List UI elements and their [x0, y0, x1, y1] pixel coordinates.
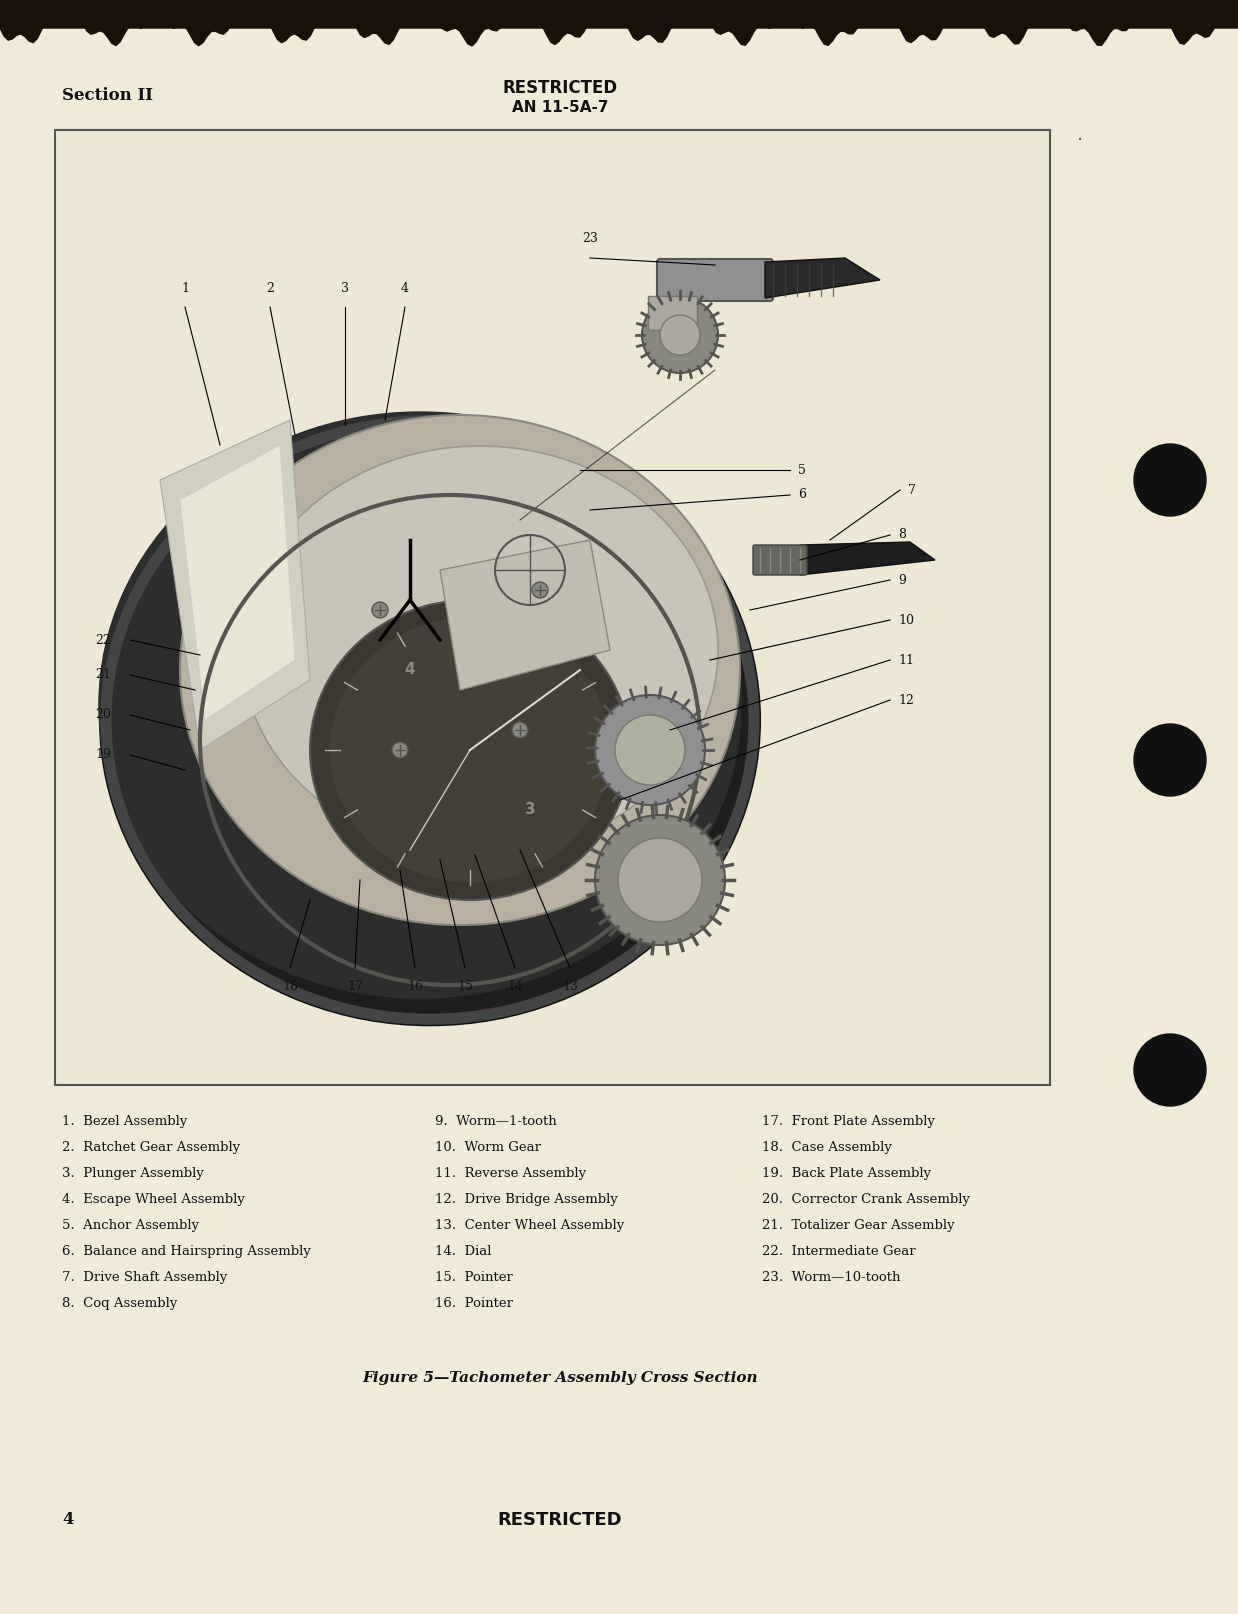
Ellipse shape: [331, 618, 610, 883]
Ellipse shape: [100, 415, 760, 1025]
Text: 22.  Intermediate Gear: 22. Intermediate Gear: [763, 1244, 916, 1257]
Text: 22: 22: [95, 634, 110, 647]
Ellipse shape: [180, 415, 740, 925]
Polygon shape: [439, 541, 610, 691]
Text: 20.  Corrector Crank Assembly: 20. Corrector Crank Assembly: [763, 1193, 971, 1206]
Text: 19.  Back Plate Assembly: 19. Back Plate Assembly: [763, 1167, 931, 1180]
FancyBboxPatch shape: [647, 295, 697, 329]
Text: 9.  Worm—1-tooth: 9. Worm—1-tooth: [435, 1115, 557, 1128]
Text: 5: 5: [799, 463, 806, 476]
Text: 7.  Drive Shaft Assembly: 7. Drive Shaft Assembly: [62, 1270, 228, 1285]
Bar: [0, 0, 1238, 27]
Text: 2: 2: [266, 282, 274, 295]
Circle shape: [595, 696, 704, 805]
Text: RESTRICTED: RESTRICTED: [498, 1511, 623, 1528]
Text: 21.  Totalizer Gear Assembly: 21. Totalizer Gear Assembly: [763, 1219, 954, 1231]
Text: 23: 23: [582, 232, 598, 245]
Text: Section II: Section II: [62, 87, 154, 103]
Text: 11: 11: [898, 654, 914, 667]
Text: 12: 12: [898, 694, 914, 707]
Polygon shape: [800, 542, 935, 575]
Text: 13: 13: [562, 980, 578, 993]
Text: 10: 10: [898, 613, 914, 626]
Text: 19: 19: [95, 749, 111, 762]
Circle shape: [392, 742, 409, 759]
Text: 15.  Pointer: 15. Pointer: [435, 1270, 513, 1285]
FancyBboxPatch shape: [753, 546, 807, 575]
Text: AN 11-5A-7: AN 11-5A-7: [511, 100, 608, 115]
Text: 3: 3: [525, 802, 535, 818]
Circle shape: [1134, 1035, 1206, 1106]
Text: 10.  Worm Gear: 10. Worm Gear: [435, 1141, 541, 1154]
Text: 17: 17: [347, 980, 363, 993]
Text: 18: 18: [282, 980, 298, 993]
Text: 14: 14: [508, 980, 522, 993]
Circle shape: [513, 721, 527, 738]
Circle shape: [1134, 444, 1206, 516]
FancyBboxPatch shape: [657, 258, 773, 300]
Polygon shape: [765, 258, 880, 299]
Text: 4: 4: [62, 1511, 73, 1528]
Text: 11.  Reverse Assembly: 11. Reverse Assembly: [435, 1167, 586, 1180]
Text: 21: 21: [95, 668, 111, 681]
Text: Figure 5—Tachometer Assembly Cross Section: Figure 5—Tachometer Assembly Cross Secti…: [363, 1370, 758, 1385]
Text: 4.  Escape Wheel Assembly: 4. Escape Wheel Assembly: [62, 1193, 245, 1206]
Text: 12.  Drive Bridge Assembly: 12. Drive Bridge Assembly: [435, 1193, 618, 1206]
Circle shape: [660, 315, 699, 355]
Circle shape: [1134, 725, 1206, 796]
Text: 13.  Center Wheel Assembly: 13. Center Wheel Assembly: [435, 1219, 624, 1231]
Circle shape: [532, 583, 548, 599]
Ellipse shape: [241, 445, 718, 854]
Text: 4: 4: [401, 282, 409, 295]
Text: 2.  Ratchet Gear Assembly: 2. Ratchet Gear Assembly: [62, 1141, 240, 1154]
Text: 18.  Case Assembly: 18. Case Assembly: [763, 1141, 891, 1154]
Circle shape: [371, 602, 387, 618]
Text: 14.  Dial: 14. Dial: [435, 1244, 491, 1257]
Text: RESTRICTED: RESTRICTED: [503, 79, 618, 97]
Text: 1: 1: [181, 282, 189, 295]
Text: .: .: [1077, 126, 1083, 145]
Text: 9: 9: [898, 573, 906, 586]
Ellipse shape: [310, 600, 630, 901]
Polygon shape: [180, 445, 295, 720]
Text: 23.  Worm—10-tooth: 23. Worm—10-tooth: [763, 1270, 900, 1285]
Circle shape: [643, 297, 718, 373]
Text: 20: 20: [95, 709, 111, 721]
Text: 5.  Anchor Assembly: 5. Anchor Assembly: [62, 1219, 199, 1231]
Text: 6: 6: [799, 489, 806, 502]
Circle shape: [615, 715, 685, 784]
Text: 3: 3: [340, 282, 349, 295]
Text: 17.  Front Plate Assembly: 17. Front Plate Assembly: [763, 1115, 935, 1128]
Circle shape: [618, 838, 702, 922]
Text: 8: 8: [898, 528, 906, 542]
Circle shape: [595, 815, 725, 946]
Ellipse shape: [98, 412, 742, 999]
Text: 6.  Balance and Hairspring Assembly: 6. Balance and Hairspring Assembly: [62, 1244, 311, 1257]
Text: 7: 7: [907, 484, 916, 497]
Polygon shape: [160, 420, 310, 751]
Text: 16.  Pointer: 16. Pointer: [435, 1298, 513, 1311]
Text: 3.  Plunger Assembly: 3. Plunger Assembly: [62, 1167, 204, 1180]
Bar: [54, 131, 1050, 1085]
Text: 15: 15: [457, 980, 473, 993]
Text: 16: 16: [407, 980, 423, 993]
Text: 4: 4: [405, 662, 415, 678]
Text: 1.  Bezel Assembly: 1. Bezel Assembly: [62, 1115, 187, 1128]
Text: 8.  Coq Assembly: 8. Coq Assembly: [62, 1298, 177, 1311]
